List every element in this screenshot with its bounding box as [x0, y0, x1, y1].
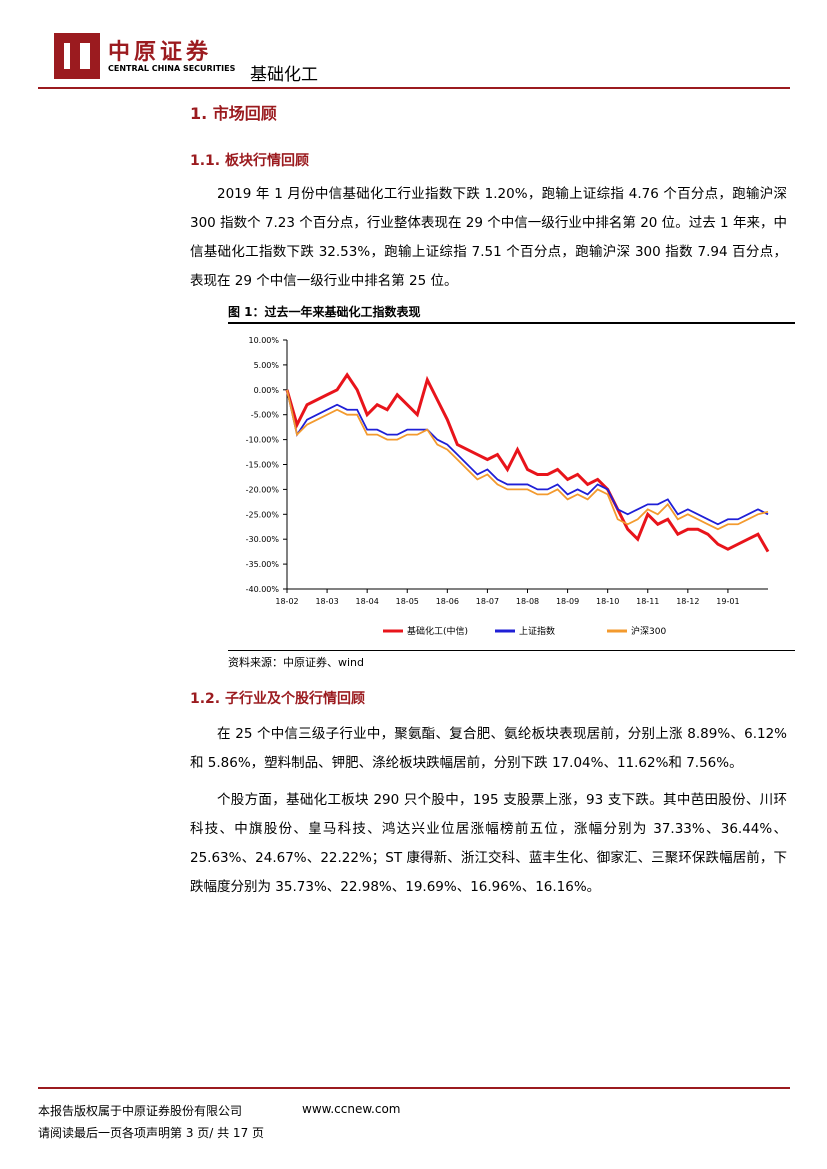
company-en: CENTRAL CHINA SECURITIES	[108, 64, 236, 73]
logo-icon	[54, 33, 100, 79]
industry: 基础化工	[250, 65, 318, 85]
x-tick-label: 19-01	[716, 597, 739, 606]
y-tick-label: -30.00%	[246, 535, 280, 544]
footer-page: 请阅读最后一页各项声明第 3 页/ 共 17 页	[38, 1126, 265, 1140]
x-tick-label: 18-11	[636, 597, 659, 606]
paragraph: 个股方面，基础化工板块 290 只个股中，195 支股票上涨，93 支下跌。其中…	[190, 792, 787, 895]
figure-caption: 图 1：过去一年来基础化工指数表现	[228, 305, 421, 319]
logo-bar	[70, 39, 80, 73]
footer-rule	[38, 1087, 790, 1089]
x-tick-label: 18-08	[516, 597, 539, 606]
x-tick-label: 18-09	[556, 597, 579, 606]
x-tick-label: 18-02	[275, 597, 298, 606]
legend-label: 沪深300	[631, 625, 666, 637]
series-line	[286, 389, 769, 526]
company-name: 中原证券	[108, 40, 213, 65]
header-rule	[38, 87, 790, 89]
subsection-title: 1.2. 子行业及个股行情回顾	[190, 691, 365, 707]
y-tick-label: -40.00%	[246, 585, 280, 594]
paragraph: 在 25 个中信三级子行业中，聚氨酯、复合肥、氨纶板块表现居前，分别上涨 8.8…	[190, 726, 787, 771]
x-tick-label: 18-05	[396, 597, 419, 606]
y-tick-label: -20.00%	[246, 485, 280, 494]
y-tick-label: 10.00%	[248, 336, 279, 345]
series-line	[285, 372, 770, 553]
legend-label: 基础化工(中信)	[407, 625, 468, 637]
y-tick-label: -10.00%	[246, 436, 280, 445]
x-tick-label: 18-10	[596, 597, 619, 606]
y-tick-label: 5.00%	[254, 361, 280, 370]
subsection-title: 1.1. 板块行情回顾	[190, 153, 309, 169]
figure-rule	[228, 650, 795, 651]
y-tick-label: 0.00%	[254, 386, 280, 395]
y-tick-label: -35.00%	[246, 560, 280, 569]
x-tick-label: 18-04	[356, 597, 379, 606]
figure-rule	[228, 322, 795, 324]
section-title: 1. 市场回顾	[190, 104, 277, 123]
footer-copyright: 本报告版权属于中原证券股份有限公司	[38, 1104, 243, 1118]
chart: -40.00% -35.00% -30.00% -25.00% -20.00% -15.0…	[246, 336, 770, 637]
y-tick-label: -15.00%	[246, 461, 280, 470]
x-tick-label: 18-12	[676, 597, 699, 606]
footer-website: www.ccnew.com	[302, 1102, 401, 1116]
paragraph: 2019 年 1 月份中信基础化工行业指数下跌 1.20%，跑输上证综指 4.7…	[190, 186, 787, 289]
x-tick-label: 18-03	[315, 597, 338, 606]
x-tick-label: 18-07	[476, 597, 499, 606]
figure-source: 资料来源：中原证券、wind	[228, 656, 365, 669]
series-line	[286, 389, 769, 531]
legend-label: 上证指数	[519, 625, 555, 637]
x-tick-label: 18-06	[436, 597, 459, 606]
y-tick-label: -5.00%	[251, 411, 280, 420]
y-tick-label: -25.00%	[246, 510, 280, 519]
